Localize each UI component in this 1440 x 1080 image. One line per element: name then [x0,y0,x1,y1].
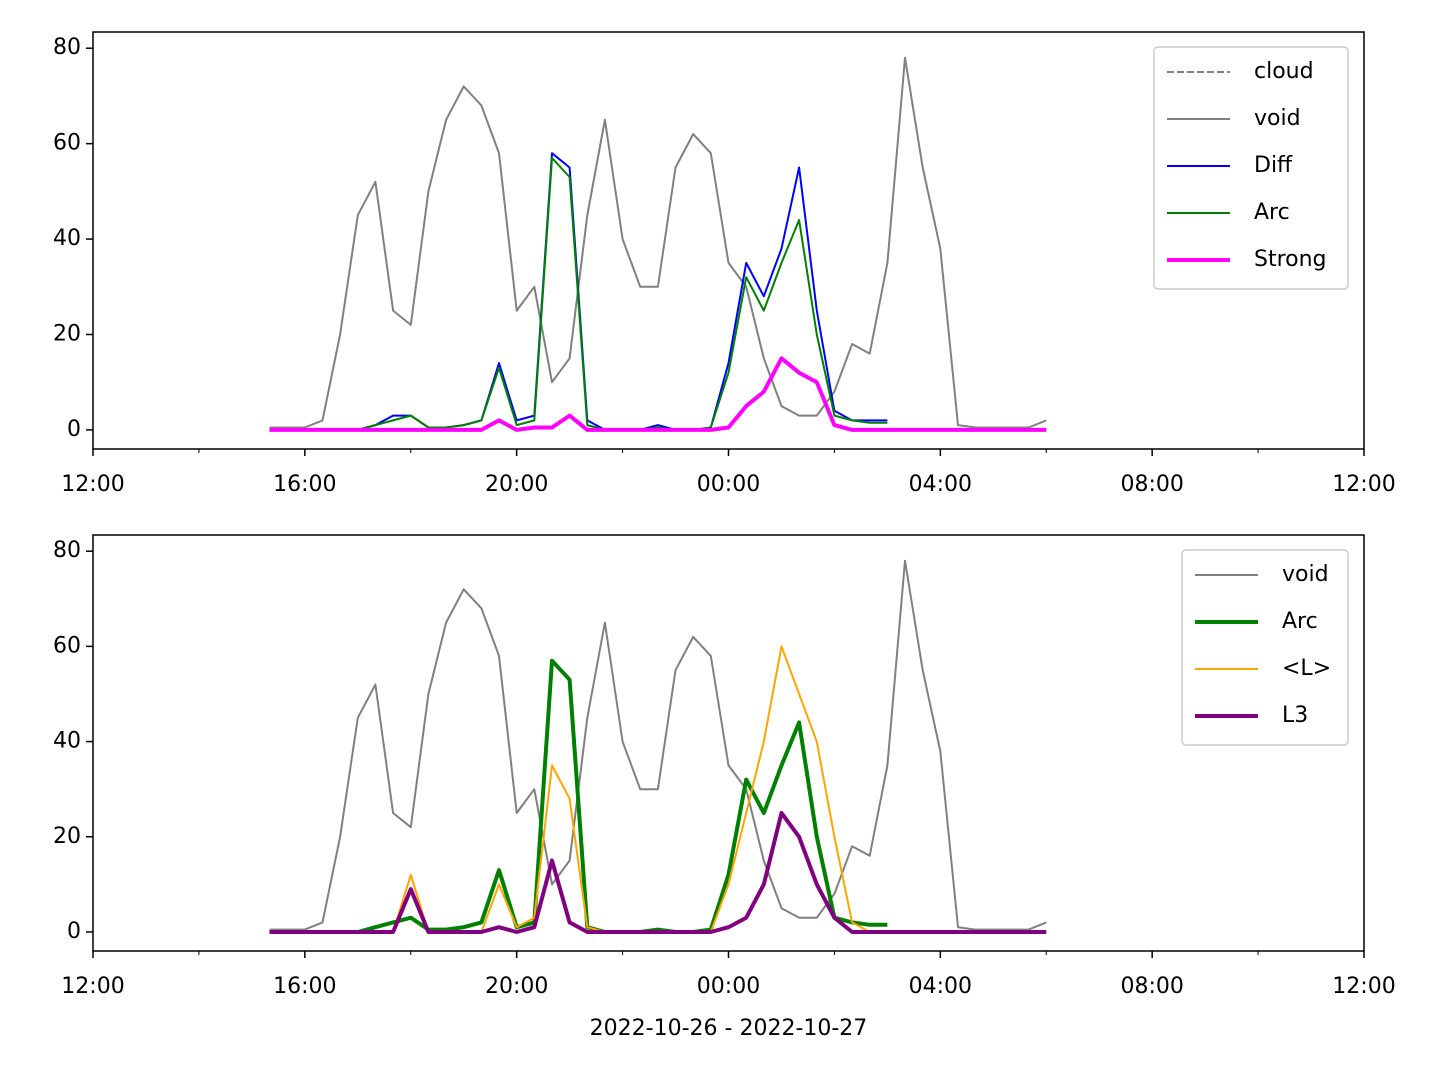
legend-label: Arc [1254,200,1290,225]
x-tick-label: 04:00 [909,472,972,497]
legend-label: <L> [1282,656,1331,681]
legend-label: Strong [1254,247,1327,272]
y-tick-label: 80 [53,538,81,563]
x-tick-label: 12:00 [1332,472,1395,497]
x-tick-label: 16:00 [273,974,336,999]
series-line [269,56,1047,429]
y-tick-label: 60 [53,633,81,658]
series-line [269,811,1047,934]
series-line [357,152,888,431]
x-axis-label: 2022-10-26 - 2022-10-27 [590,1016,868,1041]
series-line [269,559,1047,931]
x-tick-label: 20:00 [485,472,548,497]
x-tick-label: 12:00 [61,974,124,999]
y-tick-label: 40 [53,226,81,251]
subplot: 0 20 40 60 80 12:00 16:00 20:00 00:00 04:00 08:00 1… [53,31,1396,497]
x-tick-label: 00:00 [697,974,760,999]
y-tick-label: 80 [53,35,81,60]
series-line [269,356,1047,432]
y-tick-label: 40 [53,729,81,754]
x-tick-label: 12:00 [61,472,124,497]
axes-frame [92,534,1365,952]
subplot: 0 20 40 60 80 12:00 16:00 20:00 00:00 04:00 08:00 1… [53,534,1396,1041]
legend-label: Arc [1282,609,1318,634]
axes-frame [92,31,1365,450]
legend-box [1153,46,1349,290]
y-tick-label: 0 [67,417,81,442]
legend-label: cloud [1254,59,1314,84]
y-tick-label: 20 [53,321,81,346]
series-line [357,157,888,431]
y-tick-label: 0 [67,919,81,944]
legend-label: Diff [1254,153,1293,178]
legend-label: void [1254,106,1301,131]
series-line [357,658,888,934]
y-tick-label: 20 [53,824,81,849]
x-tick-label: 20:00 [485,974,548,999]
legend-box [1181,549,1349,746]
x-tick-label: 16:00 [273,472,336,497]
x-tick-label: 08:00 [1120,472,1183,497]
y-tick-label: 60 [53,131,81,156]
x-tick-label: 12:00 [1332,974,1395,999]
x-tick-label: 08:00 [1120,974,1183,999]
x-tick-label: 04:00 [909,974,972,999]
x-tick-label: 00:00 [697,472,760,497]
legend-label: L3 [1282,703,1308,728]
legend-label: void [1282,562,1329,587]
